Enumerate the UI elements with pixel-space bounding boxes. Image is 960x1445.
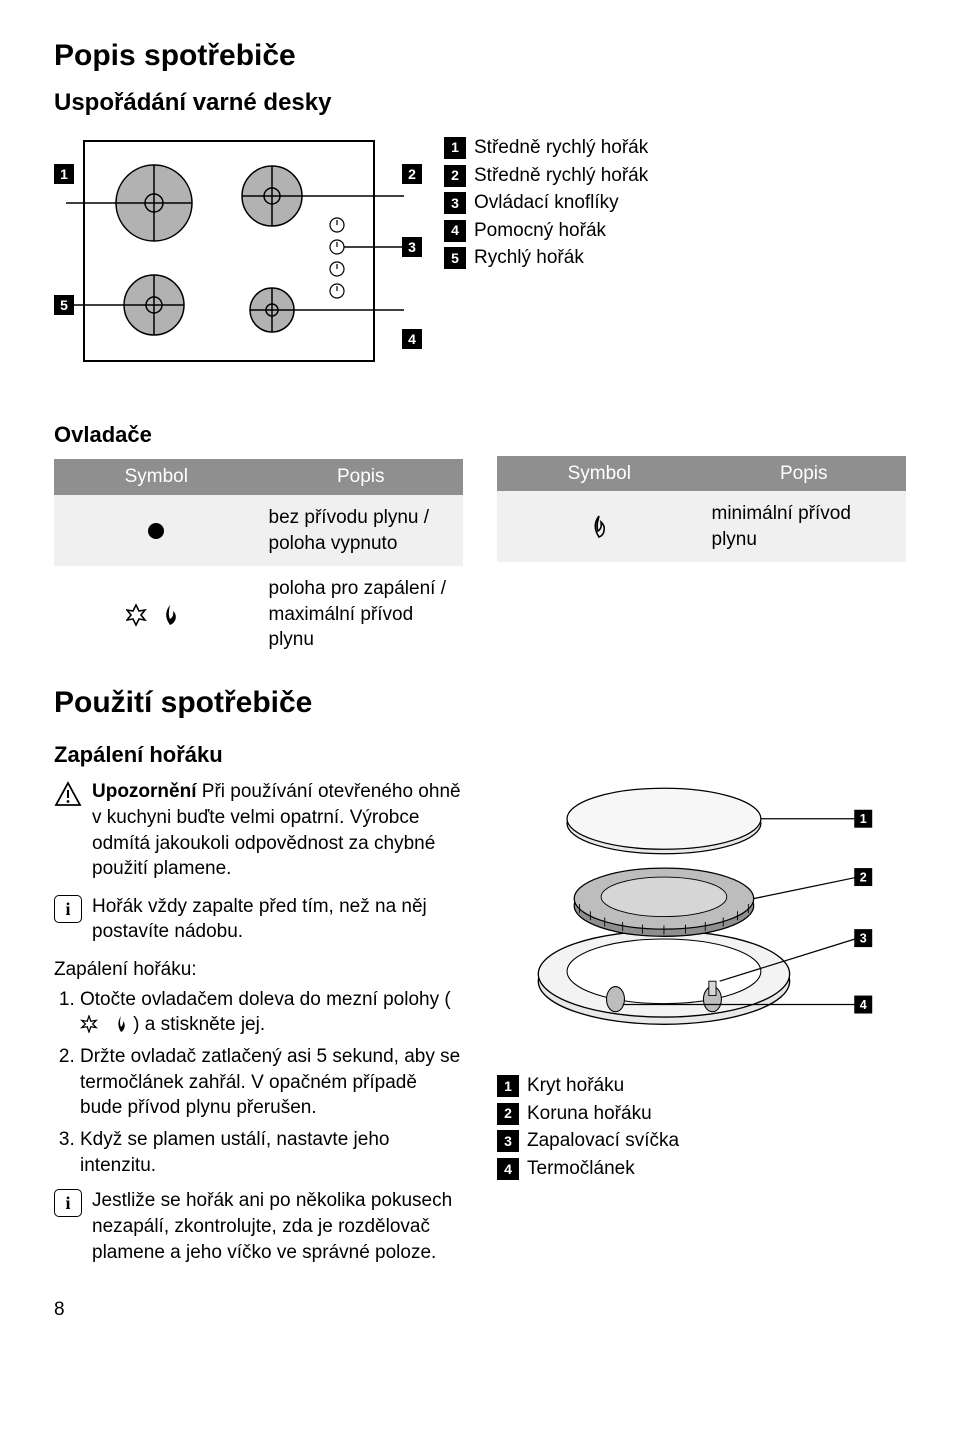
table-cell: minimální přívod plynu <box>702 491 907 562</box>
warning-icon <box>54 780 82 808</box>
svg-text:2: 2 <box>860 870 867 884</box>
info-icon: i <box>54 895 82 923</box>
subheading: Zapálení hořáku <box>54 740 463 770</box>
legend-item: Termočlánek <box>527 1156 906 1182</box>
legend-item: Středně rychlý hořák <box>474 135 906 161</box>
section-title: Použití spotřebiče <box>54 683 906 724</box>
legend-item: Středně rychlý hořák <box>474 163 906 189</box>
table-header: Symbol <box>497 456 702 492</box>
legend-item: Zapalovací svíčka <box>527 1128 906 1154</box>
table-cell: poloha pro zapálení / maximální přívod p… <box>259 566 464 663</box>
legend-item: Rychlý hořák <box>474 245 906 271</box>
steps-list: Otočte ovladačem doleva do mezní polohy … <box>54 987 463 1178</box>
steps-title: Zapálení hořáku: <box>54 957 463 983</box>
table-header: Symbol <box>54 459 259 495</box>
section-subtitle: Uspořádání varné desky <box>54 87 906 119</box>
burner-diagram: 1 2 3 4 <box>497 754 906 1062</box>
symbol-min-flame-icon <box>497 491 702 562</box>
table-header: Popis <box>702 456 907 492</box>
table-cell: bez přívodu plynu / poloha vypnuto <box>259 495 464 566</box>
table-header: Popis <box>259 459 464 495</box>
svg-text:4: 4 <box>860 998 867 1012</box>
step-item: Otočte ovladačem doleva do mezní polohy … <box>80 987 463 1038</box>
hob-diagram: 1 5 2 3 4 <box>54 133 424 386</box>
step-item: Když se plamen ustálí, nastavte jeho int… <box>80 1127 463 1178</box>
info-icon: i <box>54 1189 82 1217</box>
symbol-table-left: Symbol Popis bez přívodu plynu / poloha … <box>54 459 463 663</box>
legend-item: Pomocný hořák <box>474 218 906 244</box>
svg-text:1: 1 <box>860 812 867 826</box>
legend-item: Koruna hořáku <box>527 1101 906 1127</box>
symbol-ignite-max-icon <box>54 566 259 663</box>
svg-text:5: 5 <box>60 297 68 313</box>
legend-item: Kryt hořáku <box>527 1073 906 1099</box>
svg-text:2: 2 <box>408 166 416 182</box>
hob-legend: 1Středně rychlý hořák 2Středně rychlý ho… <box>444 133 906 273</box>
warning-text: Upozornění Při používání otevřeného ohně… <box>92 779 463 882</box>
page-number: 8 <box>54 1297 906 1323</box>
section-title: Popis spotřebiče <box>54 36 906 77</box>
info-text: Hořák vždy zapalte před tím, než na něj … <box>92 894 463 945</box>
symbol-off-icon <box>54 495 259 566</box>
info-text: Jestliže se hořák ani po několika pokuse… <box>92 1188 463 1265</box>
svg-text:3: 3 <box>860 931 867 945</box>
svg-text:1: 1 <box>60 166 68 182</box>
svg-text:4: 4 <box>408 331 416 347</box>
symbol-table-right: Symbol Popis minimální přívod plynu <box>497 456 906 563</box>
burner-legend: 1Kryt hořáku 2Koruna hořáku 3Zapalovací … <box>497 1073 906 1182</box>
legend-item: Ovládací knoflíky <box>474 190 906 216</box>
svg-text:3: 3 <box>408 239 416 255</box>
step-item: Držte ovladač zatlačený asi 5 sekund, ab… <box>80 1044 463 1121</box>
controls-heading: Ovladače <box>54 420 463 450</box>
